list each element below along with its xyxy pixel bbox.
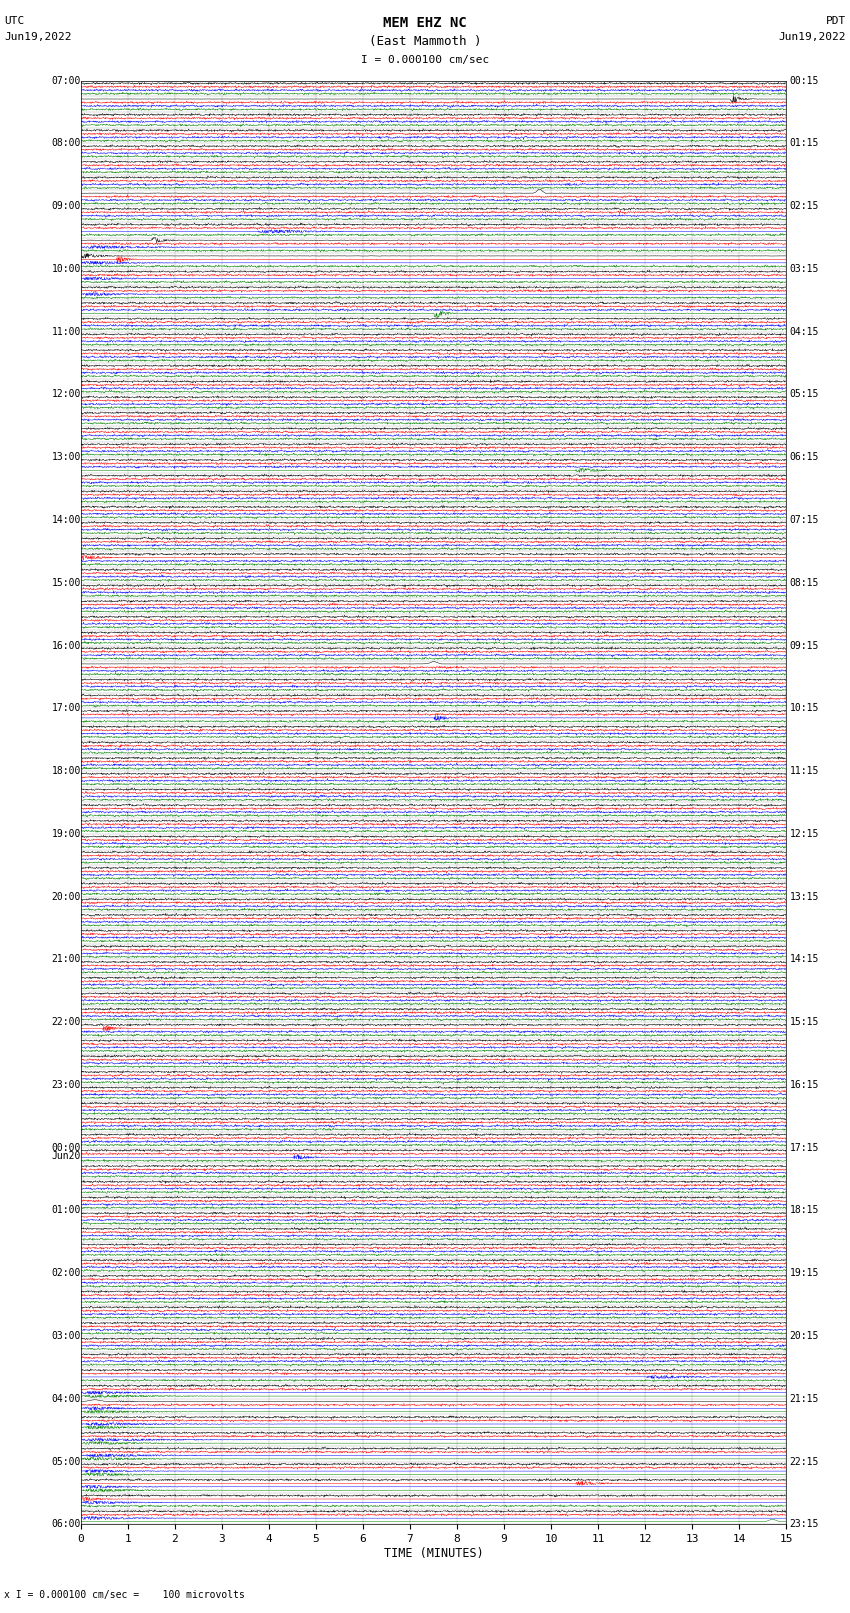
- X-axis label: TIME (MINUTES): TIME (MINUTES): [383, 1547, 484, 1560]
- Text: 06:00: 06:00: [51, 1519, 81, 1529]
- Text: I = 0.000100 cm/sec: I = 0.000100 cm/sec: [361, 55, 489, 65]
- Text: 13:00: 13:00: [51, 452, 81, 463]
- Text: 04:00: 04:00: [51, 1394, 81, 1403]
- Text: 14:00: 14:00: [51, 515, 81, 524]
- Text: MEM EHZ NC: MEM EHZ NC: [383, 16, 467, 31]
- Text: 01:00: 01:00: [51, 1205, 81, 1216]
- Text: PDT: PDT: [825, 16, 846, 26]
- Text: 23:00: 23:00: [51, 1081, 81, 1090]
- Text: (East Mammoth ): (East Mammoth ): [369, 35, 481, 48]
- Text: 09:15: 09:15: [790, 640, 819, 650]
- Text: 19:15: 19:15: [790, 1268, 819, 1277]
- Text: 05:15: 05:15: [790, 389, 819, 400]
- Text: 09:00: 09:00: [51, 202, 81, 211]
- Text: Jun19,2022: Jun19,2022: [4, 32, 71, 42]
- Text: 00:15: 00:15: [790, 76, 819, 85]
- Text: 12:00: 12:00: [51, 389, 81, 400]
- Text: 04:15: 04:15: [790, 327, 819, 337]
- Text: 00:00: 00:00: [51, 1142, 81, 1153]
- Text: 16:15: 16:15: [790, 1081, 819, 1090]
- Text: 23:15: 23:15: [790, 1519, 819, 1529]
- Text: 05:00: 05:00: [51, 1457, 81, 1466]
- Text: Jun19,2022: Jun19,2022: [779, 32, 846, 42]
- Text: 21:15: 21:15: [790, 1394, 819, 1403]
- Text: 16:00: 16:00: [51, 640, 81, 650]
- Text: 18:15: 18:15: [790, 1205, 819, 1216]
- Text: 12:15: 12:15: [790, 829, 819, 839]
- Text: x I = 0.000100 cm/sec =    100 microvolts: x I = 0.000100 cm/sec = 100 microvolts: [4, 1590, 245, 1600]
- Text: 20:00: 20:00: [51, 892, 81, 902]
- Text: 07:15: 07:15: [790, 515, 819, 524]
- Text: 10:15: 10:15: [790, 703, 819, 713]
- Text: Jun20: Jun20: [51, 1150, 81, 1160]
- Text: 21:00: 21:00: [51, 955, 81, 965]
- Text: 03:15: 03:15: [790, 265, 819, 274]
- Text: 08:00: 08:00: [51, 139, 81, 148]
- Text: 20:15: 20:15: [790, 1331, 819, 1340]
- Text: 10:00: 10:00: [51, 265, 81, 274]
- Text: 15:15: 15:15: [790, 1018, 819, 1027]
- Text: 02:15: 02:15: [790, 202, 819, 211]
- Text: 01:15: 01:15: [790, 139, 819, 148]
- Text: 17:00: 17:00: [51, 703, 81, 713]
- Text: 17:15: 17:15: [790, 1142, 819, 1153]
- Text: 02:00: 02:00: [51, 1268, 81, 1277]
- Text: UTC: UTC: [4, 16, 25, 26]
- Text: 07:00: 07:00: [51, 76, 81, 85]
- Text: 22:15: 22:15: [790, 1457, 819, 1466]
- Text: 11:00: 11:00: [51, 327, 81, 337]
- Text: 15:00: 15:00: [51, 577, 81, 587]
- Text: 19:00: 19:00: [51, 829, 81, 839]
- Text: 18:00: 18:00: [51, 766, 81, 776]
- Text: 14:15: 14:15: [790, 955, 819, 965]
- Text: 22:00: 22:00: [51, 1018, 81, 1027]
- Text: 08:15: 08:15: [790, 577, 819, 587]
- Text: 13:15: 13:15: [790, 892, 819, 902]
- Text: 03:00: 03:00: [51, 1331, 81, 1340]
- Text: 11:15: 11:15: [790, 766, 819, 776]
- Text: 06:15: 06:15: [790, 452, 819, 463]
